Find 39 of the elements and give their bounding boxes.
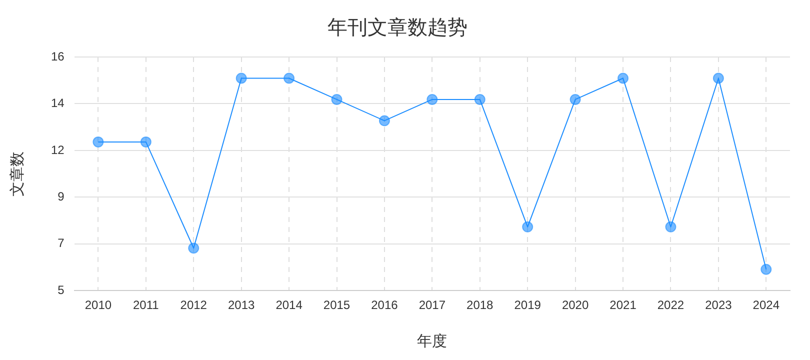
point (474, 94, 486, 105)
x-tick-label: 2019 (514, 298, 542, 312)
point (236, 72, 247, 84)
point (570, 94, 581, 105)
x-tick-label: 2020 (562, 298, 589, 312)
point (378, 115, 390, 126)
y-tick-label: 7 (58, 236, 65, 250)
x-tick-label: 2012 (180, 298, 208, 312)
point (760, 264, 772, 275)
point (522, 221, 534, 232)
point (665, 221, 676, 232)
point (140, 136, 152, 148)
point (188, 242, 200, 254)
x-tick-label: 2013 (228, 298, 256, 312)
y-tick-label: 14 (50, 96, 65, 110)
y-tick-label: 12 (50, 142, 65, 157)
x-tick-label: 2014 (276, 298, 303, 312)
x-axis-title: 年度 (417, 333, 448, 350)
x-tick-label: 2010 (84, 298, 112, 312)
x-tick-label: 2024 (752, 298, 780, 312)
x-tick-label: 2023 (705, 298, 732, 312)
x-tick-label: 2015 (323, 298, 350, 312)
point (284, 72, 295, 84)
y-tick-label: 5 (58, 282, 65, 297)
y-axis-title: 文章数 (9, 151, 26, 196)
x-tick-label: 2017 (418, 298, 446, 312)
y-tick-label: 9 (58, 189, 65, 204)
x-tick-label: 2011 (133, 298, 160, 312)
point (331, 94, 342, 105)
point (618, 72, 629, 84)
x-tick-label: 2018 (466, 298, 494, 312)
x-tick-label: 2021 (610, 298, 637, 312)
point (426, 94, 438, 105)
y-tick-label: 16 (50, 49, 65, 64)
x-tick-label: 2016 (371, 298, 398, 312)
x-tick-label: 2022 (657, 298, 684, 312)
point (92, 136, 104, 148)
point (712, 72, 724, 84)
chart-title: 年刊文章数趋势 (328, 15, 468, 40)
